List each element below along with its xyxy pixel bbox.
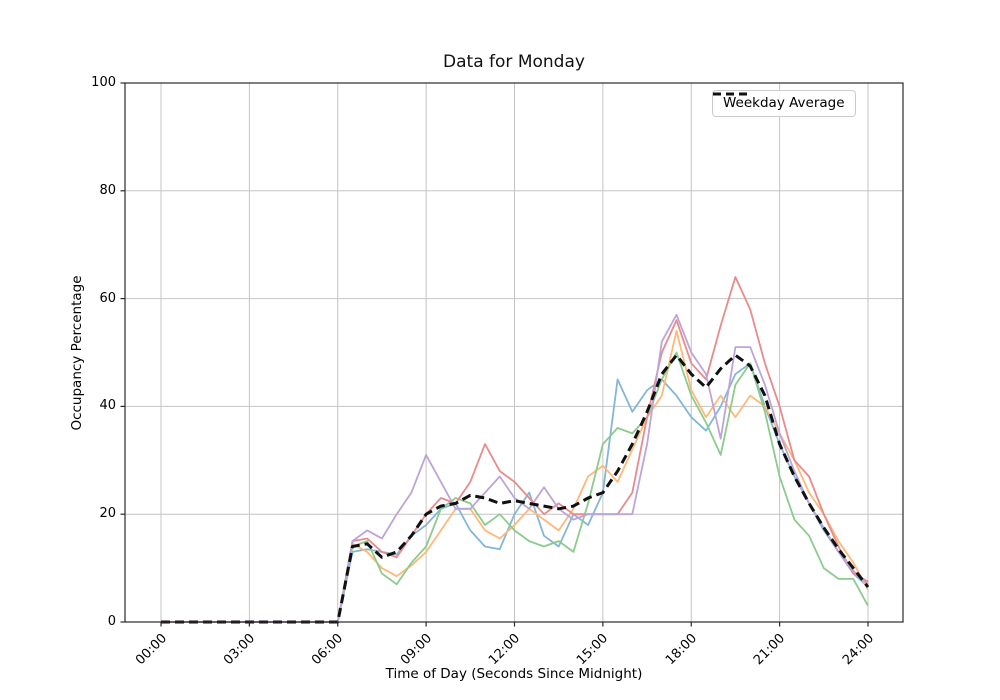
x-axis-label: Time of Day (Seconds Since Midnight) (385, 666, 643, 682)
y-tick-label: 80 (99, 182, 116, 198)
y-tick-label: 20 (99, 506, 116, 522)
y-tick-label: 0 (107, 614, 116, 629)
y-tick-label: 100 (91, 75, 116, 90)
chart-title: Data for Monday (443, 52, 585, 72)
y-tick-label: 40 (99, 398, 116, 414)
legend-label: Weekday Average (723, 95, 845, 111)
legend: Weekday Average (712, 90, 856, 117)
y-tick-label: 60 (99, 290, 116, 306)
dashed-line-sample (713, 92, 747, 96)
